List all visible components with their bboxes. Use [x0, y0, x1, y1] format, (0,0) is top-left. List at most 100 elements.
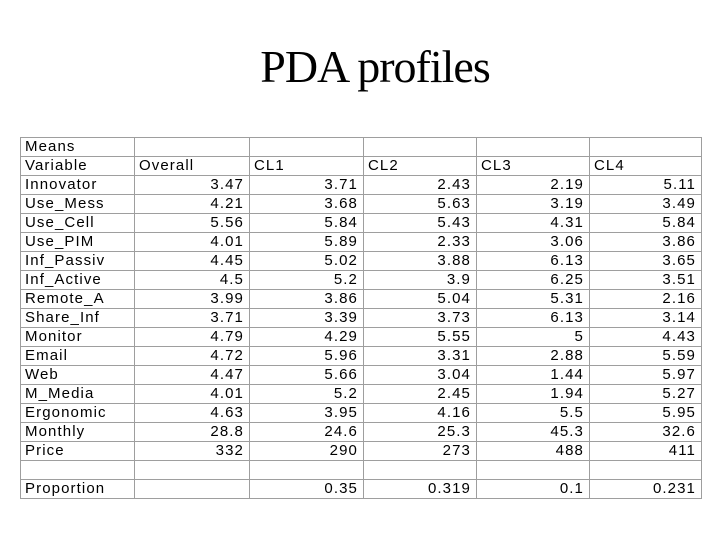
row-label-cell: Price	[20, 441, 135, 461]
value-cell: 5.84	[589, 213, 702, 233]
value-cell	[249, 460, 364, 480]
value-cell: 5.97	[589, 365, 702, 385]
value-cell	[363, 460, 477, 480]
value-cell: 273	[363, 441, 477, 461]
column-header-cell: Overall	[134, 156, 250, 176]
column-header-cell: Variable	[20, 156, 135, 176]
table-row: Proportion 0.35 0.319 0.1 0.231	[20, 479, 702, 499]
value-cell: 0.35	[249, 479, 364, 499]
value-cell: 2.19	[476, 175, 590, 195]
value-cell: 3.71	[249, 175, 364, 195]
value-cell: 3.04	[363, 365, 477, 385]
table-row: Use_Mess 4.21 3.68 5.63 3.19 3.49	[20, 194, 702, 214]
value-cell: 4.43	[589, 327, 702, 347]
value-cell: 3.49	[589, 194, 702, 214]
table-row: Monthly 28.8 24.6 25.3 45.3 32.6	[20, 422, 702, 442]
table-body: Means Variable Overall CL1 CL2 CL3 CL4 Innovato…	[20, 137, 702, 499]
value-cell: 5.2	[249, 270, 364, 290]
value-cell: 3.73	[363, 308, 477, 328]
row-label-cell: Inf_Passiv	[20, 251, 135, 271]
row-label-cell: Email	[20, 346, 135, 366]
value-cell: 2.45	[363, 384, 477, 404]
row-label-cell: Inf_Active	[20, 270, 135, 290]
value-cell: 3.95	[249, 403, 364, 423]
table-row: M_Media 4.01 5.2 2.45 1.94 5.27	[20, 384, 702, 404]
column-header-cell	[476, 137, 590, 157]
table-row: Use_PIM 4.01 5.89 2.33 3.06 3.86	[20, 232, 702, 252]
value-cell: 4.79	[134, 327, 250, 347]
value-cell: 5.63	[363, 194, 477, 214]
value-cell: 1.44	[476, 365, 590, 385]
value-cell: 3.86	[249, 289, 364, 309]
table-row: Share_Inf 3.71 3.39 3.73 6.13 3.14	[20, 308, 702, 328]
table-row: Monitor 4.79 4.29 5.55 5 4.43	[20, 327, 702, 347]
value-cell: 4.01	[134, 232, 250, 252]
value-cell: 3.14	[589, 308, 702, 328]
page-title: PDA profiles	[260, 41, 491, 92]
row-label-cell: M_Media	[20, 384, 135, 404]
value-cell	[134, 460, 250, 480]
value-cell: 25.3	[363, 422, 477, 442]
table-row: Inf_Passiv 4.45 5.02 3.88 6.13 3.65	[20, 251, 702, 271]
row-label-cell	[20, 460, 135, 480]
row-label-cell: Use_PIM	[20, 232, 135, 252]
pda-means-table: Means Variable Overall CL1 CL2 CL3 CL4 Innovato…	[20, 137, 702, 499]
value-cell: 5.84	[249, 213, 364, 233]
value-cell: 5	[476, 327, 590, 347]
value-cell: 4.01	[134, 384, 250, 404]
value-cell: 3.19	[476, 194, 590, 214]
table-row: Email 4.72 5.96 3.31 2.88 5.59	[20, 346, 702, 366]
value-cell: 3.65	[589, 251, 702, 271]
value-cell: 3.71	[134, 308, 250, 328]
value-cell: 5.66	[249, 365, 364, 385]
column-header-cell	[249, 137, 364, 157]
value-cell: 0.1	[476, 479, 590, 499]
column-header-cell	[589, 137, 702, 157]
row-label-cell: Remote_A	[20, 289, 135, 309]
column-header-cell	[363, 137, 477, 157]
value-cell: 5.55	[363, 327, 477, 347]
value-cell: 2.16	[589, 289, 702, 309]
value-cell: 3.51	[589, 270, 702, 290]
value-cell	[476, 460, 590, 480]
value-cell: 5.56	[134, 213, 250, 233]
value-cell: 4.31	[476, 213, 590, 233]
value-cell: 5.11	[589, 175, 702, 195]
table-row	[20, 460, 702, 480]
value-cell: 4.47	[134, 365, 250, 385]
table-row: Price 332 290 273 488 411	[20, 441, 702, 461]
value-cell: 4.63	[134, 403, 250, 423]
value-cell: 0.231	[589, 479, 702, 499]
row-label-cell: Proportion	[20, 479, 135, 499]
column-header-cell: CL2	[363, 156, 477, 176]
value-cell	[589, 460, 702, 480]
table-row: Remote_A 3.99 3.86 5.04 5.31 2.16	[20, 289, 702, 309]
value-cell: 5.2	[249, 384, 364, 404]
row-label-cell: Web	[20, 365, 135, 385]
value-cell: 332	[134, 441, 250, 461]
value-cell: 3.9	[363, 270, 477, 290]
value-cell: 5.43	[363, 213, 477, 233]
value-cell: 5.27	[589, 384, 702, 404]
value-cell: 4.5	[134, 270, 250, 290]
value-cell: 2.88	[476, 346, 590, 366]
column-header-cell: CL3	[476, 156, 590, 176]
value-cell: 4.21	[134, 194, 250, 214]
row-label-cell: Use_Mess	[20, 194, 135, 214]
value-cell: 3.39	[249, 308, 364, 328]
value-cell: 3.99	[134, 289, 250, 309]
value-cell: 5.02	[249, 251, 364, 271]
row-label-cell: Monitor	[20, 327, 135, 347]
value-cell: 5.96	[249, 346, 364, 366]
value-cell	[134, 479, 250, 499]
row-label-cell: Innovator	[20, 175, 135, 195]
value-cell: 6.13	[476, 251, 590, 271]
value-cell: 5.5	[476, 403, 590, 423]
table-corner-label: Means	[20, 137, 135, 157]
column-header-cell: CL4	[589, 156, 702, 176]
value-cell: 290	[249, 441, 364, 461]
value-cell: 3.86	[589, 232, 702, 252]
value-cell: 1.94	[476, 384, 590, 404]
value-cell: 3.06	[476, 232, 590, 252]
